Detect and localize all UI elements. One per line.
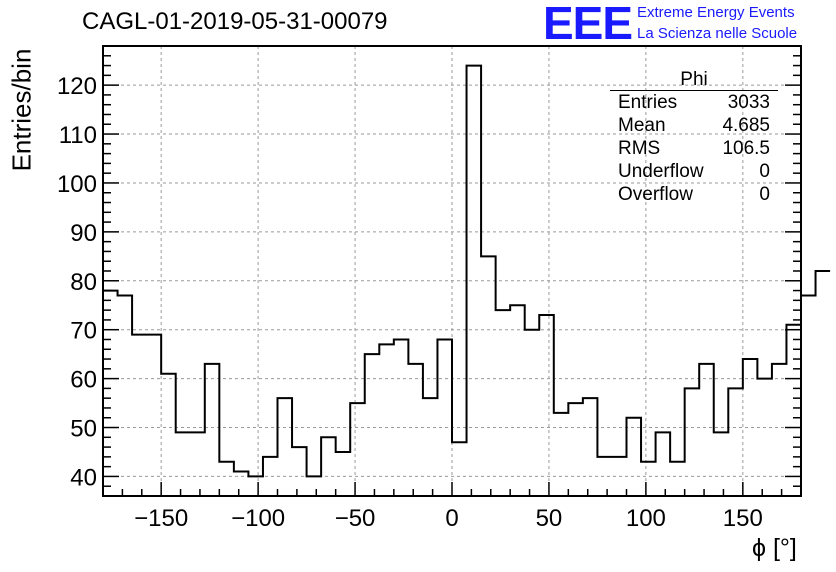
histogram-bin — [321, 437, 336, 496]
histogram-bin — [627, 418, 642, 496]
stats-label: Entries — [618, 92, 678, 113]
histogram-bin — [278, 398, 293, 496]
histogram-bin — [539, 315, 554, 496]
x-tick-label: −50 — [335, 505, 376, 532]
histogram-bin — [132, 335, 147, 496]
y-tick-label: 80 — [70, 269, 97, 296]
histogram-bin — [219, 462, 234, 496]
histogram-bin — [103, 291, 118, 496]
stats-label: Underflow — [618, 161, 704, 182]
y-tick-label: 70 — [70, 318, 97, 345]
histogram-bin — [772, 364, 787, 496]
histogram-bin — [685, 388, 700, 496]
y-tick-label: 90 — [70, 220, 97, 247]
logo-text-line-1: Extreme Energy Events — [637, 4, 795, 21]
histogram-bin — [365, 354, 380, 496]
y-tick-label: 50 — [70, 416, 97, 443]
histogram-bin — [481, 256, 496, 496]
stats-box: Phi Entries 3033 Mean 4.685 RMS 106.5 Un… — [610, 70, 778, 206]
x-tick-label: 100 — [626, 505, 666, 532]
x-tick-label: 0 — [445, 505, 458, 532]
y-tick-label: 120 — [57, 73, 97, 100]
stats-value: 106.5 — [722, 138, 770, 159]
histogram-bin — [728, 388, 743, 496]
histogram-bin — [437, 339, 452, 496]
histogram-bin — [670, 462, 685, 496]
stats-label: Overflow — [618, 184, 693, 205]
histogram-bin — [786, 325, 801, 496]
stats-box-title: Phi — [610, 70, 778, 91]
y-tick-label: 100 — [57, 171, 97, 198]
stats-label: Mean — [618, 115, 666, 136]
stats-row-entries: Entries 3033 — [610, 91, 778, 114]
histogram-bin — [714, 432, 729, 496]
chart-title: CAGL-01-2019-05-31-00079 — [82, 8, 388, 35]
histogram-bin — [176, 432, 191, 496]
histogram-bin — [234, 472, 249, 496]
histogram-bin — [350, 403, 365, 496]
x-tick-label: 150 — [723, 505, 763, 532]
stats-label: RMS — [618, 138, 661, 159]
histogram-bin — [467, 66, 482, 496]
x-tick-label: −150 — [134, 505, 188, 532]
x-tick-label: 50 — [536, 505, 563, 532]
histogram-bin — [496, 310, 511, 496]
x-axis-label: ϕ [°] — [752, 534, 797, 562]
stats-value: 4.685 — [722, 115, 770, 136]
histogram-bin — [190, 432, 205, 496]
logo-text-line-2: La Scienza nelle Scuole — [637, 25, 798, 42]
y-tick-label: 60 — [70, 367, 97, 394]
stats-row-underflow: Underflow 0 — [610, 160, 778, 183]
stats-row-overflow: Overflow 0 — [610, 183, 778, 206]
histogram-bin — [656, 432, 671, 496]
histogram-bin — [554, 413, 569, 496]
histogram-bin — [641, 462, 656, 496]
histogram-bin — [147, 335, 162, 496]
histogram-bin — [568, 403, 583, 496]
histogram-bin — [307, 476, 322, 496]
histogram-bin — [525, 330, 540, 496]
stats-row-mean: Mean 4.685 — [610, 114, 778, 137]
histogram-bin — [801, 295, 816, 496]
x-tick-label: −100 — [231, 505, 285, 532]
histogram-series — [103, 64, 831, 478]
histogram-bin — [583, 398, 598, 496]
y-tick-label: 40 — [70, 464, 97, 491]
histogram-bin — [423, 398, 438, 496]
stats-row-rms: RMS 106.5 — [610, 137, 778, 160]
stats-value: 0 — [759, 184, 770, 205]
histogram-bin — [394, 339, 409, 496]
histogram-bin — [336, 452, 351, 496]
histogram-bin — [248, 476, 263, 496]
eee-logo: EEE — [543, 0, 633, 49]
histogram-bin — [118, 295, 133, 496]
histogram-bin — [816, 271, 831, 496]
y-tick-label: 110 — [59, 122, 97, 149]
histogram-bin — [510, 305, 525, 496]
histogram-bin — [379, 344, 394, 496]
stats-value: 0 — [759, 161, 770, 182]
stats-value: 3033 — [727, 92, 770, 113]
histogram-bin — [161, 374, 176, 496]
histogram-bin — [757, 379, 772, 496]
histogram-bin — [292, 447, 307, 496]
histogram-bin — [452, 442, 467, 496]
